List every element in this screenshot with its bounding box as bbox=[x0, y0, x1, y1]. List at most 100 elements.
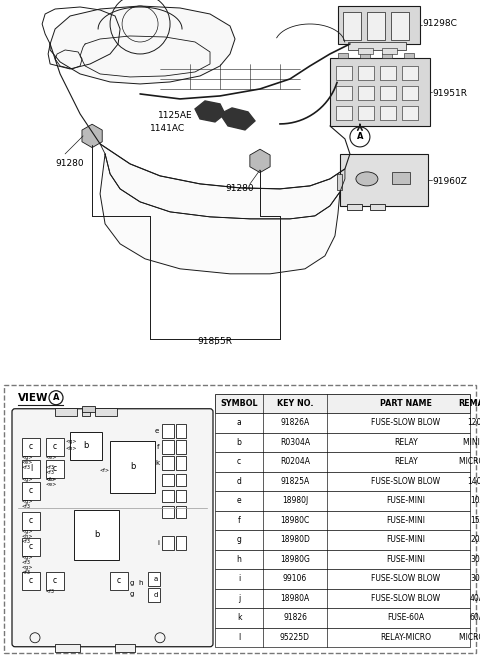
Bar bbox=[55, 644, 80, 652]
Text: i: i bbox=[238, 575, 240, 583]
Bar bbox=[215, 569, 470, 588]
Text: RELAY: RELAY bbox=[394, 438, 418, 447]
Text: MINI 4P: MINI 4P bbox=[463, 438, 480, 447]
Text: FUSE-MINI: FUSE-MINI bbox=[386, 555, 425, 564]
Text: k: k bbox=[155, 460, 159, 466]
Text: A: A bbox=[53, 393, 59, 402]
Polygon shape bbox=[100, 144, 345, 219]
Text: 91200B: 91200B bbox=[131, 0, 166, 2]
Bar bbox=[162, 440, 174, 454]
Text: 20A: 20A bbox=[470, 535, 480, 544]
Polygon shape bbox=[255, 156, 265, 166]
Polygon shape bbox=[220, 108, 255, 130]
Polygon shape bbox=[251, 152, 269, 170]
Text: <f3: <f3 bbox=[22, 560, 31, 565]
Text: c: c bbox=[29, 543, 33, 551]
Text: c: c bbox=[29, 576, 33, 585]
Bar bbox=[370, 204, 385, 210]
Bar bbox=[82, 408, 90, 416]
Bar bbox=[148, 588, 160, 602]
Text: <e>: <e> bbox=[22, 461, 33, 465]
Text: c: c bbox=[29, 486, 33, 495]
Bar bbox=[22, 482, 40, 500]
Polygon shape bbox=[250, 149, 270, 173]
Text: 15A: 15A bbox=[470, 516, 480, 525]
Text: <h>: <h> bbox=[22, 534, 34, 539]
Text: f: f bbox=[156, 443, 159, 450]
Bar bbox=[162, 506, 174, 518]
Text: 91826: 91826 bbox=[283, 613, 307, 623]
Bar bbox=[162, 536, 174, 550]
Bar bbox=[358, 106, 374, 120]
Text: f: f bbox=[238, 516, 240, 525]
Text: PART NAME: PART NAME bbox=[380, 399, 432, 408]
Text: <f>: <f> bbox=[100, 468, 110, 473]
Text: 10A: 10A bbox=[470, 497, 480, 506]
Bar bbox=[338, 6, 420, 44]
Text: h: h bbox=[139, 580, 143, 586]
Text: <h>: <h> bbox=[66, 446, 77, 451]
Text: 18980D: 18980D bbox=[280, 535, 310, 544]
Text: c: c bbox=[29, 516, 33, 525]
Bar bbox=[337, 174, 342, 190]
Text: g: g bbox=[130, 591, 134, 597]
Bar bbox=[22, 512, 40, 530]
Bar bbox=[215, 491, 470, 511]
Text: l: l bbox=[238, 633, 240, 642]
Bar bbox=[215, 628, 470, 647]
Text: <f3: <f3 bbox=[46, 589, 55, 594]
Text: <g>: <g> bbox=[22, 565, 34, 570]
Bar bbox=[380, 106, 396, 120]
Text: <e>: <e> bbox=[46, 455, 57, 461]
Text: 91280: 91280 bbox=[225, 184, 253, 194]
Text: <e>: <e> bbox=[46, 482, 57, 487]
Text: FUSE-MINI: FUSE-MINI bbox=[386, 535, 425, 544]
Text: 91826A: 91826A bbox=[280, 419, 310, 428]
Bar bbox=[215, 413, 470, 433]
Text: i: i bbox=[157, 540, 159, 546]
Text: FUSE-60A: FUSE-60A bbox=[387, 613, 425, 623]
Bar bbox=[176, 424, 186, 438]
Text: b: b bbox=[237, 438, 241, 447]
Text: FUSE-SLOW BLOW: FUSE-SLOW BLOW bbox=[372, 594, 441, 603]
Text: FUSE-SLOW BLOW: FUSE-SLOW BLOW bbox=[372, 419, 441, 428]
Text: 1141AC: 1141AC bbox=[150, 125, 185, 133]
Bar bbox=[110, 572, 128, 590]
Bar bbox=[46, 438, 64, 456]
Bar bbox=[176, 536, 186, 550]
Bar bbox=[402, 106, 418, 120]
Text: <f3: <f3 bbox=[22, 504, 31, 509]
Bar bbox=[82, 406, 95, 412]
Bar bbox=[215, 588, 470, 608]
Bar bbox=[22, 438, 40, 456]
Bar bbox=[215, 472, 470, 491]
Text: <g>: <g> bbox=[66, 440, 77, 444]
Bar bbox=[336, 106, 352, 120]
Text: R0304A: R0304A bbox=[280, 438, 310, 447]
Text: RELAY: RELAY bbox=[394, 457, 418, 466]
Text: 91855R: 91855R bbox=[197, 337, 232, 346]
Text: e: e bbox=[237, 497, 241, 506]
Bar bbox=[176, 440, 186, 454]
Polygon shape bbox=[87, 131, 97, 141]
Text: REMARK: REMARK bbox=[458, 399, 480, 408]
Bar bbox=[110, 441, 155, 493]
Text: 40A: 40A bbox=[470, 594, 480, 603]
Bar bbox=[358, 66, 374, 80]
Bar bbox=[74, 510, 119, 560]
Bar bbox=[162, 456, 174, 470]
Text: 91960Z: 91960Z bbox=[432, 177, 467, 186]
Bar bbox=[347, 204, 362, 210]
Text: g: g bbox=[130, 580, 134, 586]
Polygon shape bbox=[83, 127, 101, 145]
Bar bbox=[360, 53, 370, 58]
Text: h: h bbox=[237, 555, 241, 564]
Text: FUSE-SLOW BLOW: FUSE-SLOW BLOW bbox=[372, 575, 441, 583]
Bar bbox=[330, 58, 430, 126]
Bar bbox=[382, 53, 392, 58]
Text: b: b bbox=[130, 462, 135, 471]
Text: a: a bbox=[237, 419, 241, 428]
FancyBboxPatch shape bbox=[12, 409, 213, 647]
Bar bbox=[367, 12, 385, 40]
Bar bbox=[215, 530, 470, 550]
